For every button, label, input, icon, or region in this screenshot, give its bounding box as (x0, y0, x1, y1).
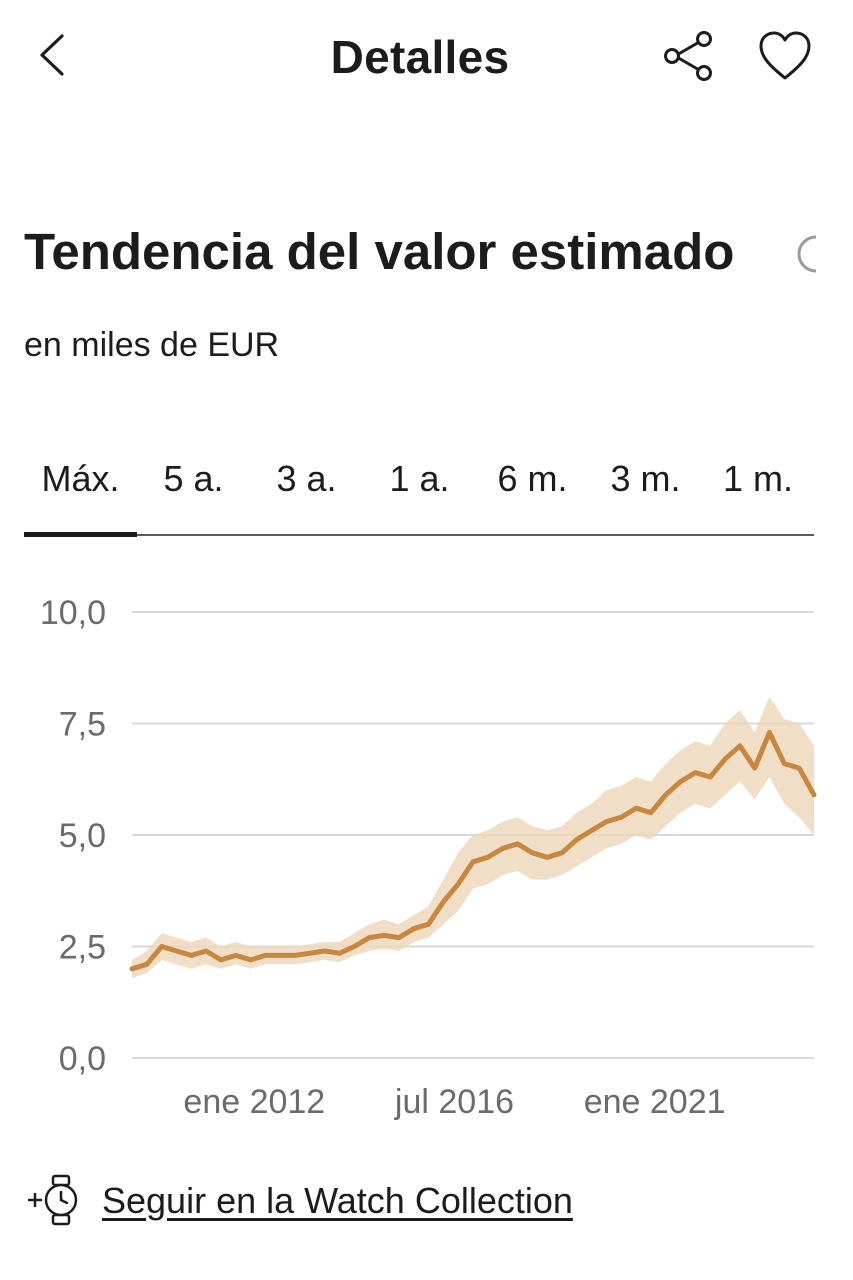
data-point (397, 936, 401, 940)
data-point (456, 882, 460, 886)
data-point (278, 953, 282, 957)
data-point (723, 757, 727, 761)
x-tick-label: ene 2012 (183, 1083, 325, 1121)
data-point (768, 730, 771, 734)
data-point (590, 829, 594, 832)
data-point (263, 953, 267, 957)
back-button[interactable] (30, 30, 80, 80)
data-point (486, 855, 490, 859)
tab-1-year[interactable]: 1 a. (389, 458, 450, 499)
info-icon (797, 235, 816, 273)
data-point (189, 953, 193, 957)
data-point (338, 951, 342, 955)
data-point (471, 860, 475, 864)
data-point (530, 851, 534, 855)
data-point (812, 793, 816, 797)
data-point (708, 775, 712, 779)
data-point (175, 949, 178, 953)
data-point (560, 851, 564, 855)
data-point (604, 820, 608, 824)
data-point (234, 953, 238, 957)
heart-icon (759, 31, 811, 80)
confidence-band (132, 696, 814, 978)
data-point (219, 958, 223, 962)
chevron-left-icon (40, 34, 64, 76)
data-point (545, 855, 549, 859)
info-button[interactable] (792, 226, 816, 284)
data-point (738, 744, 742, 748)
data-point (427, 922, 430, 926)
favorite-button[interactable] (756, 28, 814, 84)
top-bar: Detalles (0, 0, 853, 115)
data-point (249, 958, 253, 962)
data-point (145, 962, 149, 966)
data-point (204, 949, 208, 953)
data-point (412, 927, 416, 931)
data-point (160, 945, 164, 948)
data-point (619, 815, 623, 819)
data-point (679, 780, 683, 783)
data-point (382, 933, 386, 937)
follow-link[interactable]: Seguir en la Watch Collection (102, 1180, 573, 1221)
data-point (693, 771, 697, 775)
data-point (664, 793, 668, 797)
x-tick-label: jul 2016 (394, 1083, 514, 1121)
watch-add-icon (28, 1174, 78, 1226)
y-tick-label: 2,5 (59, 929, 106, 967)
tab-max[interactable]: Máx. (24, 450, 137, 537)
share-button[interactable] (660, 30, 718, 82)
data-point (308, 951, 312, 955)
value-trend-chart[interactable]: 0,0 2,5 5,0 7,5 10,0 ene 2012 jul 2016 ene 2021 (0, 570, 853, 1130)
y-tick-label: 7,5 (59, 706, 106, 744)
data-point (516, 842, 519, 846)
data-point (130, 967, 134, 971)
range-tabs: Máx. 5 a. 3 a. 1 a. 6 m. 3 m. 1 m. (24, 450, 814, 537)
data-point (782, 762, 786, 766)
section-title: Tendencia del valor estimado (24, 223, 735, 280)
tab-3-months[interactable]: 3 m. (610, 458, 681, 499)
share-icon (664, 31, 712, 81)
data-point (441, 900, 445, 904)
data-point (649, 811, 653, 815)
data-point (323, 949, 327, 953)
data-point (293, 953, 297, 957)
tab-1-month[interactable]: 1 m. (722, 458, 793, 499)
tab-5-years[interactable]: 5 a. (163, 458, 224, 499)
tab-3-years[interactable]: 3 a. (276, 458, 337, 499)
y-tick-label: 10,0 (40, 594, 106, 632)
unit-subtitle: en miles de EUR (24, 326, 280, 364)
page-title: Detalles (330, 31, 510, 83)
data-point (501, 846, 505, 850)
data-point (634, 806, 638, 810)
x-tick-label: ene 2021 (584, 1083, 726, 1121)
data-point (753, 766, 757, 770)
y-tick-label: 0,0 (59, 1040, 106, 1078)
tab-6-months[interactable]: 6 m. (497, 458, 568, 499)
data-point (367, 936, 371, 940)
y-tick-label: 5,0 (59, 817, 106, 855)
data-point (575, 838, 579, 841)
data-point (352, 945, 356, 948)
data-point (797, 766, 801, 770)
